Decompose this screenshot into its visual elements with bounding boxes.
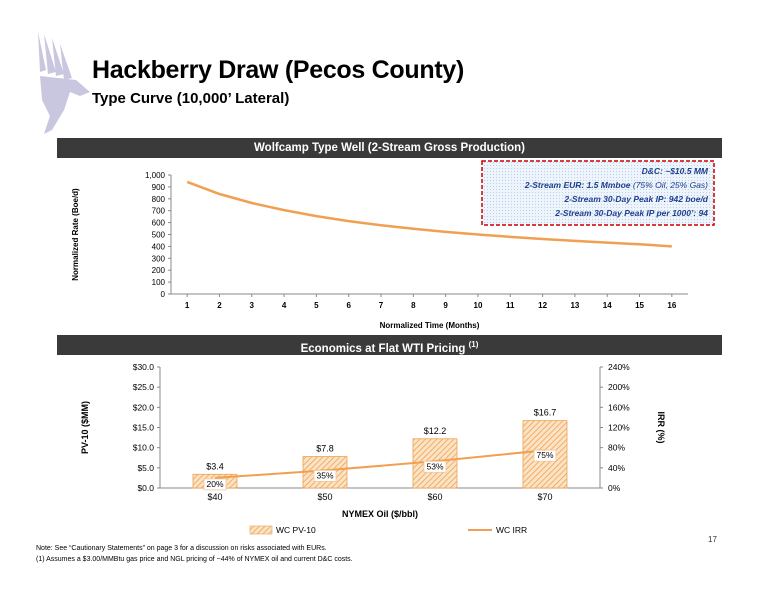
y2-tick-label: 0% [608,483,621,493]
page-title: Hackberry Draw (Pecos County) [92,56,464,84]
irr-line [214,449,546,479]
chart2-title-band: Economics at Flat WTI Pricing (1) [57,335,722,355]
y-tick-label: 500 [152,231,166,240]
y-tick-label: 100 [152,278,166,287]
x-tick-label: 8 [411,301,416,310]
x-tick-label: 10 [474,301,483,310]
irr-label-box [313,469,337,482]
x-axis-label: NYMEX Oil ($/bbl) [342,509,418,519]
y-tick-label: $10.0 [133,443,155,453]
x-tick-label: 16 [667,301,676,310]
page-number: 17 [708,535,717,544]
x-tick-label: 4 [282,301,287,310]
y-axis-label: Normalized Rate (Boe/d) [71,188,80,281]
y2-tick-label: 160% [608,402,630,412]
irr-label-box [203,478,227,491]
y-tick-label: $5.0 [137,463,154,473]
y2-tick-label: 80% [608,443,625,453]
annotation-box [481,160,715,226]
economics-chart: $0.0 $5.0 $10.0 $15.0 $20.0 $25.0 $30.0 0% 40% 80… [80,362,666,535]
chart2-title: Economics at Flat WTI Pricing [300,342,466,355]
y2-tick-label: 200% [608,382,630,392]
x-tick-label: 5 [314,301,319,310]
chart2-title-footnote: (1) [468,340,479,349]
x-tick-label: $70 [537,492,552,502]
pv10-data-label: $7.8 [316,444,334,454]
x-tick-label: $60 [427,492,442,502]
annotation-line: D&C: ~$10.5 MM [642,166,709,176]
legend-pv10-label: WC PV-10 [276,525,316,535]
annotation-line: 2-Stream EUR: 1.5 Mmboe (75% Oil, 25% Ga… [524,180,708,190]
chart1-title: Wolfcamp Type Well (2-Stream Gross Produ… [254,142,525,154]
irr-label-box [423,460,447,473]
y2-tick-label: 40% [608,463,625,473]
legend-pv10-swatch [249,525,273,535]
annotation-line: 2-Stream 30-Day Peak IP per 1000’: 94 [554,208,708,218]
y-tick-label: 1,000 [145,171,166,180]
footnote-1: (1) Assumes a $3.00/MMBtu gas price and … [36,556,353,563]
y-tick-label: 200 [152,266,166,275]
chart1-title-band: Wolfcamp Type Well (2-Stream Gross Produ… [57,138,722,158]
y2-tick-label: 120% [608,423,630,433]
y-tick-label: $0.0 [137,483,154,493]
y-tick-label: 900 [152,183,166,192]
irr-label-box [533,449,557,462]
x-tick-label: 3 [250,301,255,310]
footnote-note: Note: See “Cautionary Statements” on pag… [36,545,327,552]
legend-irr-label: WC IRR [496,525,527,535]
page-subtitle: Type Curve (10,000’ Lateral) [92,90,290,107]
x-tick-label: 13 [570,301,579,310]
y-tick-label: $30.0 [133,362,155,372]
y-tick-label: $15.0 [133,423,155,433]
x-tick-label: 14 [603,301,612,310]
x-tick-label: 7 [379,301,384,310]
pv10-data-label: $12.2 [424,426,447,436]
x-tick-label: $50 [317,492,332,502]
y-tick-label: $20.0 [133,402,155,412]
x-tick-label: $40 [207,492,222,502]
y-tick-label: 0 [161,290,166,299]
y-tick-label: 800 [152,195,166,204]
y-tick-label: 400 [152,242,166,251]
y-tick-label: 600 [152,219,166,228]
irr-data-label: 53% [426,461,443,471]
irr-data-label: 75% [536,450,553,460]
y-tick-label: 700 [152,207,166,216]
irr-data-label: 35% [316,470,333,480]
y-tick-label: $25.0 [133,382,155,392]
x-tick-label: 2 [217,301,222,310]
y-axis-label: PV-10 ($MM) [80,401,90,454]
x-tick-label: 11 [506,301,515,310]
x-tick-label: 9 [443,301,448,310]
hawk-logo-icon [38,32,90,134]
annotation-line: 2-Stream 30-Day Peak IP: 942 boe/d [563,194,708,204]
x-axis-label: Normalized Time (Months) [380,321,480,330]
y2-axis-label: IRR (%) [656,412,666,444]
irr-data-label: 20% [206,479,223,489]
x-tick-label: 15 [635,301,644,310]
y-tick-label: 300 [152,254,166,263]
y2-tick-label: 240% [608,362,630,372]
pv10-data-label: $16.7 [534,408,557,418]
pv10-data-label: $3.4 [206,461,224,471]
x-tick-label: 1 [185,301,190,310]
x-tick-label: 6 [346,301,351,310]
type-curve-line [186,180,672,248]
x-tick-label: 12 [538,301,547,310]
